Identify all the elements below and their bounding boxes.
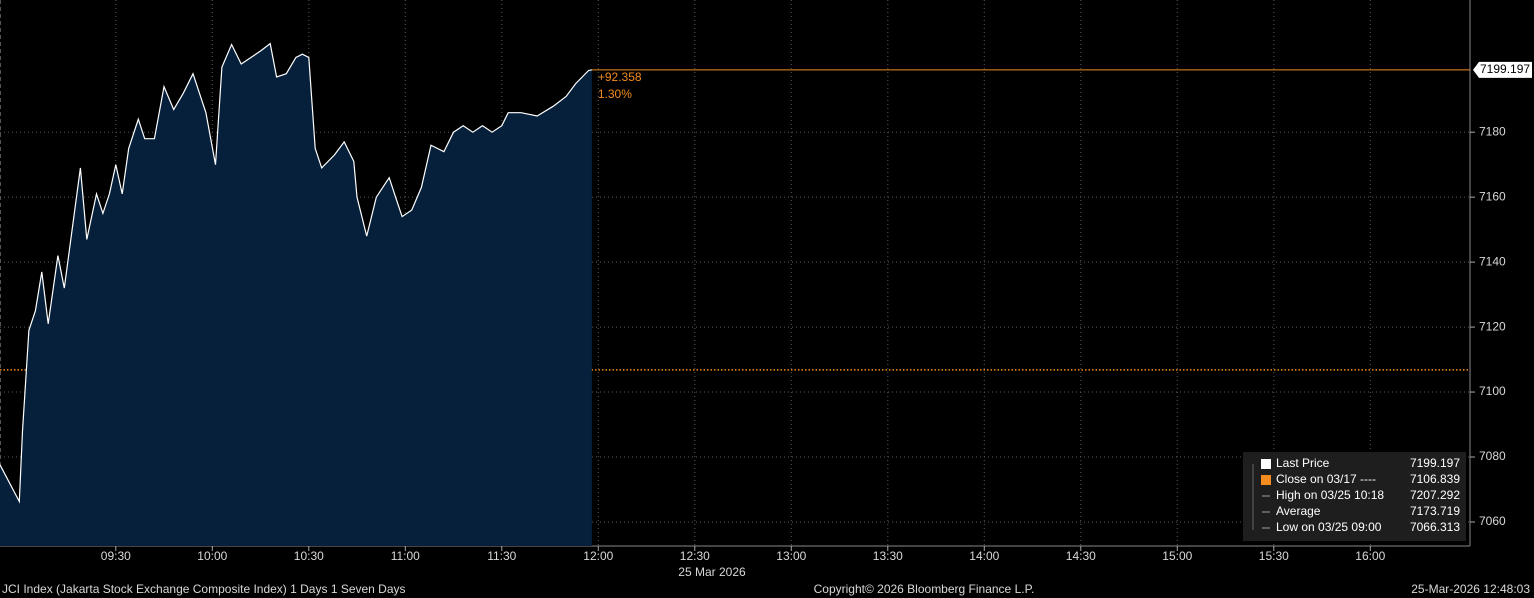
x-tick-label: 16:00 (1355, 549, 1385, 563)
y-tick-label: 7180 (1479, 124, 1506, 138)
legend-value: 7066.313 (1410, 520, 1460, 534)
x-tick-label: 12:30 (680, 549, 710, 563)
legend-swatch (1261, 475, 1271, 485)
footer-description: JCI Index (Jakarta Stock Exchange Compos… (2, 582, 406, 596)
legend-label: Average (1276, 504, 1321, 518)
x-tick-label: 13:30 (873, 549, 903, 563)
change-pct-label: 1.30% (598, 87, 632, 101)
last-price-axis-label: 7199.197 (1480, 62, 1530, 76)
x-tick-label: 14:30 (1066, 549, 1096, 563)
x-tick-label: 09:30 (101, 549, 131, 563)
y-tick-label: 7060 (1479, 514, 1506, 528)
x-tick-label: 12:00 (583, 549, 613, 563)
date-label: 25 Mar 2026 (678, 565, 746, 579)
legend-value: 7207.292 (1410, 488, 1460, 502)
y-tick-label: 7100 (1479, 384, 1506, 398)
legend-label: High on 03/25 10:18 (1276, 488, 1384, 502)
last-price-box (1473, 61, 1532, 78)
y-tick-label: 7140 (1479, 254, 1506, 268)
legend-value: 7199.197 (1410, 456, 1460, 470)
legend-label: Low on 03/25 09:00 (1276, 520, 1382, 534)
line (0, 42, 593, 504)
change-label: +92.358 (598, 70, 642, 84)
y-tick-label: 7120 (1479, 319, 1506, 333)
x-tick-label: 11:00 (391, 549, 420, 563)
x-tick-label: 13:00 (776, 549, 806, 563)
area (0, 43, 592, 546)
legend-label: Last Price (1276, 456, 1330, 470)
x-tick-label: 11:30 (487, 549, 516, 563)
x-tick-label: 15:30 (1259, 549, 1289, 563)
y-tick-label: 7080 (1479, 449, 1506, 463)
legend-value: 7106.839 (1410, 472, 1460, 486)
y-tick-label: 7160 (1479, 189, 1506, 203)
x-tick-label: 14:00 (969, 549, 999, 563)
x-tick-label: 10:00 (197, 549, 227, 563)
legend-box (1243, 452, 1466, 541)
copyright: Copyright© 2026 Bloomberg Finance L.P. (814, 582, 1035, 596)
legend-swatch (1261, 459, 1271, 469)
legend-value: 7173.719 (1410, 504, 1460, 518)
x-tick-label: 15:00 (1162, 549, 1192, 563)
legend-label: Close on 03/17 ---- (1276, 472, 1376, 486)
x-tick-label: 10:30 (294, 549, 324, 563)
timestamp: 25-Mar-2026 12:48:03 (1411, 582, 1530, 596)
